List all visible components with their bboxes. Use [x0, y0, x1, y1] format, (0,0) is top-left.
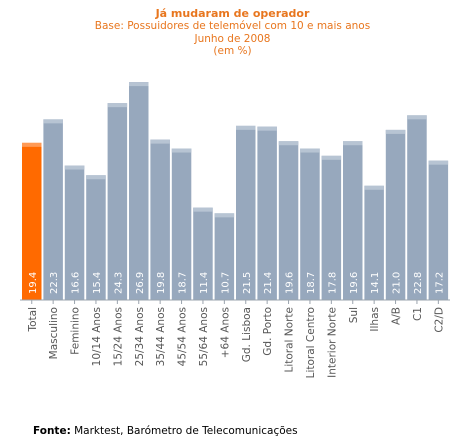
value-label-feminino: 16.6	[71, 272, 82, 294]
value-label-interior-norte: 17.8	[327, 272, 338, 294]
value-label-55-64-anos: 11.4	[199, 272, 210, 294]
category-label-ilhas: Ilhas	[369, 307, 381, 332]
bar-gd-lisboa	[236, 125, 256, 300]
category-label-feminino: Feminino	[70, 307, 82, 355]
category-label-interior-norte: Interior Norte	[326, 307, 338, 378]
bar-64-anos	[214, 213, 235, 300]
value-label-a-b: 21.0	[392, 272, 403, 294]
bar-top-64-anos	[214, 213, 235, 218]
bar-top-litoral-centro	[300, 148, 320, 153]
bar-litoral-norte	[278, 141, 299, 300]
category-label-masculino: Masculino	[48, 307, 60, 359]
bar-top-25-34-anos	[129, 82, 149, 87]
value-label-35-44-anos: 19.8	[156, 272, 167, 294]
bar-interior-norte	[321, 155, 342, 300]
bar-top-interior-norte	[321, 155, 342, 160]
value-label-c2-d: 17.2	[434, 272, 445, 294]
bar-top-ilhas	[364, 185, 384, 190]
category-label-64-anos: +64 Anos	[219, 307, 231, 358]
bar-top-c1	[407, 115, 427, 120]
value-label-ilhas: 14.1	[370, 272, 381, 294]
value-label-45-54-anos: 18.7	[178, 272, 189, 294]
category-label-35-44-anos: 35/44 Anos	[155, 307, 167, 366]
bar-15-24-anos	[107, 103, 128, 300]
bar-c1	[407, 115, 427, 300]
bar-ilhas	[364, 185, 384, 300]
chart-subtitle-date: Junho de 2008	[194, 32, 271, 45]
bar-top-35-44-anos	[150, 139, 170, 144]
category-label-45-54-anos: 45/54 Anos	[177, 307, 189, 366]
bar-top-10-14-anos	[86, 175, 106, 180]
bar-gd-porto	[257, 126, 277, 300]
category-label-a-b: A/B	[391, 307, 403, 325]
chart-title: Já mudaram de operador	[155, 7, 310, 20]
category-label-55-64-anos: 55/64 Anos	[198, 307, 210, 366]
bar-top-45-54-anos	[171, 148, 192, 153]
bar-top-gd-porto	[257, 126, 277, 131]
value-label-litoral-norte: 19.6	[285, 272, 296, 294]
source-text: Marktest, Barómetro de Telecomunicações	[70, 425, 298, 437]
bar-top-feminino	[64, 165, 85, 170]
category-label-litoral-norte: Litoral Norte	[284, 307, 296, 373]
value-label-gd-porto: 21.4	[263, 272, 274, 294]
bar-feminino	[64, 165, 85, 300]
value-label-masculino: 22.3	[49, 272, 60, 294]
value-label-sul: 19.6	[349, 272, 360, 294]
bar-10-14-anos	[86, 175, 106, 300]
bar-litoral-centro	[300, 148, 320, 300]
category-label-gd-lisboa: Gd. Lisboa	[241, 307, 253, 362]
bar-top-55-64-anos	[193, 207, 213, 212]
bar-top-total	[22, 142, 42, 147]
bar-top-litoral-norte	[278, 141, 299, 146]
value-label-15-24-anos: 24.3	[113, 272, 124, 294]
bar-total	[22, 142, 42, 300]
bar-45-54-anos	[171, 148, 192, 300]
category-label-sul: Sul	[348, 307, 360, 323]
category-label-total: Total	[27, 307, 39, 333]
bar-top-c2-d	[428, 160, 449, 165]
bar-masculino	[43, 119, 63, 301]
value-label-litoral-centro: 18.7	[306, 272, 317, 294]
category-label-litoral-centro: Litoral Centro	[305, 307, 317, 378]
bar-35-44-anos	[150, 139, 170, 300]
value-label-c1: 22.8	[413, 272, 424, 294]
category-label-c2-d: C2/D	[433, 307, 445, 333]
bar-chart: 19.4 Total 22.3 Masculino 16.6 Feminino 15.4 10…	[20, 82, 450, 378]
bar-top-a-b	[385, 129, 406, 134]
bar-top-15-24-anos	[107, 103, 128, 108]
bar-55-64-anos	[193, 207, 213, 300]
category-label-c1: C1	[412, 307, 424, 321]
bar-top-masculino	[43, 119, 63, 124]
value-label-gd-lisboa: 21.5	[242, 272, 253, 294]
value-label-10-14-anos: 15.4	[92, 272, 103, 294]
bar-sul	[343, 141, 363, 300]
category-label-gd-porto: Gd. Porto	[262, 307, 274, 356]
value-label-25-34-anos: 26.9	[135, 272, 146, 294]
bar-c2-d	[428, 160, 449, 300]
chart-subtitle-unit: (em %)	[213, 45, 252, 57]
source-note: Fonte: Marktest, Barómetro de Telecomuni…	[33, 425, 298, 437]
bar-top-sul	[343, 141, 363, 146]
value-label-total: 19.4	[28, 272, 39, 294]
source-label: Fonte:	[33, 425, 71, 437]
bar-top-gd-lisboa	[236, 125, 256, 130]
bar-25-34-anos	[129, 82, 149, 300]
category-label-25-34-anos: 25/34 Anos	[134, 307, 146, 366]
chart-subtitle-base: Base: Possuidores de telemóvel com 10 e …	[94, 20, 371, 32]
category-label-15-24-anos: 15/24 Anos	[112, 307, 124, 366]
chart-titles: Já mudaram de operador Base: Possuidores…	[0, 7, 465, 58]
category-label-10-14-anos: 10/14 Anos	[91, 307, 103, 366]
value-label-64-anos: 10.7	[220, 272, 231, 294]
bar-a-b	[385, 129, 406, 300]
